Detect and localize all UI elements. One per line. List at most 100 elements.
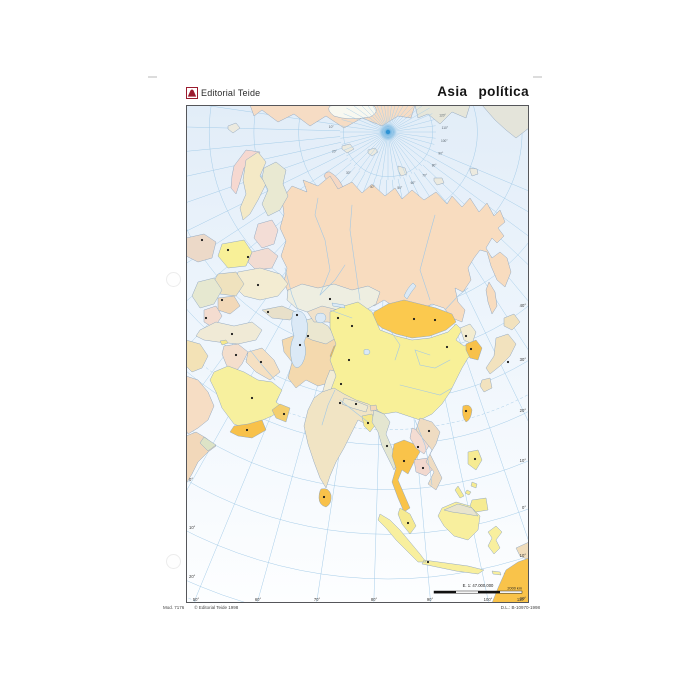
pole-meridian-label: 10° bbox=[329, 125, 335, 129]
capital-dot bbox=[259, 360, 263, 364]
pole-meridian-label: 70° bbox=[422, 174, 428, 178]
country-india bbox=[303, 387, 379, 489]
capital-dot bbox=[230, 332, 234, 336]
country-cyprus bbox=[219, 339, 229, 346]
page-corner-mark-left bbox=[148, 76, 157, 78]
graticule-tick-label: 100° bbox=[484, 597, 493, 602]
north-pole-starburst bbox=[340, 105, 436, 180]
pole-meridian-label: 40° bbox=[370, 185, 376, 189]
capital-dot bbox=[433, 318, 437, 322]
capital-dot bbox=[336, 316, 340, 320]
country-finland bbox=[261, 161, 289, 217]
pole-meridian-label: 80° bbox=[432, 164, 438, 168]
graticule-tick-label: 80° bbox=[371, 597, 378, 602]
publisher-name: Editorial Teide bbox=[201, 88, 261, 98]
country-sweden bbox=[239, 151, 267, 221]
capital-dot bbox=[246, 255, 250, 259]
capital-dot bbox=[427, 429, 431, 433]
scale-ratio-label: E. 1: 47.000.000 bbox=[463, 583, 494, 588]
country-philippines bbox=[454, 449, 489, 513]
graticule-tick-label: 60° bbox=[255, 597, 262, 602]
country-oman bbox=[271, 403, 291, 423]
country-egypt bbox=[186, 339, 209, 373]
graticule-tick-label: 110° bbox=[517, 597, 526, 602]
capital-dot bbox=[402, 459, 406, 463]
pole-meridian-labels: 160°150°140°130°120°110°100°90°80°70°60°… bbox=[329, 105, 449, 190]
graticule-tick-label: 50° bbox=[193, 597, 200, 602]
capital-dot bbox=[200, 238, 204, 242]
country-bulgaria bbox=[217, 295, 241, 315]
capital-dot bbox=[464, 334, 468, 338]
country-north-korea bbox=[459, 323, 477, 345]
country-bhutan bbox=[369, 404, 378, 412]
country-balkans bbox=[191, 277, 223, 309]
capital-dot bbox=[306, 334, 310, 338]
country-germany bbox=[186, 233, 217, 263]
pole-meridian-label: 110° bbox=[442, 126, 449, 130]
capital-dot bbox=[282, 412, 286, 416]
capital-dot bbox=[406, 521, 410, 525]
map-title: Asia política bbox=[437, 84, 529, 99]
capital-dot bbox=[338, 401, 342, 405]
country-horn-cape bbox=[199, 436, 217, 452]
capital-dot bbox=[220, 298, 224, 302]
pole-meridian-label: 120° bbox=[439, 113, 446, 117]
hole-punch-top bbox=[166, 272, 181, 287]
capital-dot bbox=[412, 317, 416, 321]
graticule-tick-label: 20° bbox=[520, 596, 527, 601]
capital-dot bbox=[266, 310, 270, 314]
country-nepal bbox=[341, 397, 369, 413]
country-japan bbox=[479, 313, 521, 393]
capital-dot bbox=[416, 445, 420, 449]
pole-meridian-label: 90° bbox=[438, 151, 444, 155]
capital-dot bbox=[322, 495, 326, 499]
graticule-tick-label: 10° bbox=[520, 458, 527, 463]
capital-dot bbox=[445, 345, 449, 349]
country-indonesia bbox=[377, 501, 513, 578]
graticule-tick-label: 20° bbox=[189, 574, 196, 579]
rivers bbox=[249, 197, 469, 486]
country-turkey bbox=[195, 321, 263, 345]
country-poland bbox=[217, 239, 253, 269]
capital-dot bbox=[469, 347, 473, 351]
capital-dot bbox=[464, 409, 468, 413]
country-taiwan bbox=[462, 404, 473, 423]
country-malaysia-borneo bbox=[443, 503, 479, 517]
country-yemen bbox=[229, 419, 267, 439]
pole-meridian-label: 100° bbox=[441, 139, 448, 143]
editorial-teide-logo-icon bbox=[186, 87, 198, 99]
country-new-guinea bbox=[515, 541, 529, 561]
capital-dots bbox=[200, 238, 510, 564]
footer-model-copyright: Mod. 7176 © Editorial Teide 1998 bbox=[163, 605, 248, 610]
graticule-tick-label: 40° bbox=[520, 303, 527, 308]
country-belarus bbox=[247, 247, 279, 271]
capital-dot bbox=[473, 457, 477, 461]
graticule-tick-label: 10° bbox=[520, 553, 527, 558]
north-pole-point bbox=[385, 129, 391, 135]
page-corner-mark-right bbox=[533, 76, 542, 78]
capital-dot bbox=[339, 382, 343, 386]
country-arctic-america bbox=[414, 105, 471, 125]
capital-dot bbox=[426, 560, 430, 564]
map-header: Editorial Teide Asia política bbox=[186, 84, 529, 104]
country-south-korea bbox=[465, 339, 483, 361]
legal-deposit: D.L.: B-10970-1998 bbox=[500, 605, 540, 610]
capital-dot bbox=[295, 313, 299, 317]
capital-dot bbox=[234, 353, 238, 357]
graticule-tick-label: 0° bbox=[522, 505, 526, 510]
capital-dot bbox=[350, 324, 354, 328]
capital-dot bbox=[298, 343, 302, 347]
capital-dot bbox=[226, 248, 230, 252]
graticule-tick-label: 70° bbox=[314, 597, 321, 602]
capital-dot bbox=[245, 428, 249, 432]
capital-dot bbox=[421, 466, 425, 470]
country-baltics bbox=[253, 219, 279, 249]
scale-bar: E. 1: 47.000.000 2000 km bbox=[433, 583, 523, 594]
capital-dot bbox=[328, 297, 332, 301]
asia-political-map: 160°150°140°130°120°110°100°90°80°70°60°… bbox=[186, 105, 529, 603]
country-vietnam bbox=[415, 417, 443, 491]
graticule-tick-label: 20° bbox=[520, 408, 527, 413]
capital-dot bbox=[256, 283, 260, 287]
capital-dot bbox=[347, 358, 351, 362]
